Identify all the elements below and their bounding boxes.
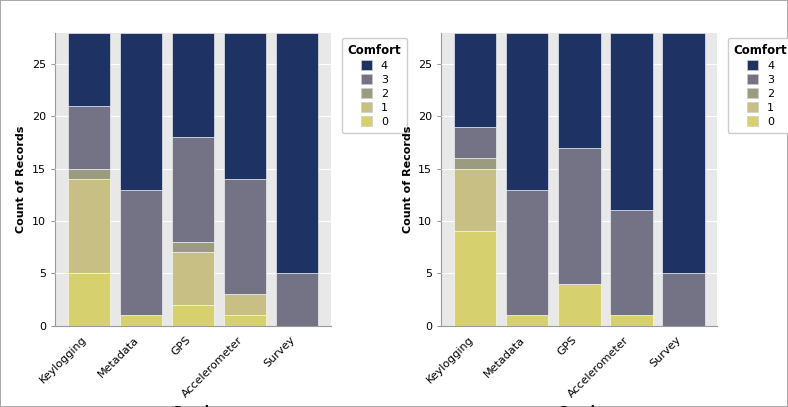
Bar	[454, 33, 496, 127]
Bar	[172, 242, 214, 252]
Bar	[68, 168, 110, 179]
Bar	[662, 33, 704, 273]
Legend: 4, 3, 2, 1, 0: 4, 3, 2, 1, 0	[342, 38, 407, 133]
X-axis label: Graph: Graph	[172, 405, 214, 407]
Y-axis label: Count of Records: Count of Records	[403, 125, 413, 233]
Bar	[506, 33, 548, 190]
Bar	[120, 190, 162, 315]
Bar	[224, 315, 266, 326]
Bar	[276, 273, 318, 326]
Bar	[610, 315, 652, 326]
Bar	[68, 33, 110, 106]
Bar	[558, 148, 600, 284]
Bar	[120, 33, 162, 190]
Bar	[224, 179, 266, 294]
Bar	[454, 168, 496, 232]
Y-axis label: Count of Records: Count of Records	[17, 125, 27, 233]
Bar	[276, 33, 318, 273]
X-axis label: Graph: Graph	[558, 405, 600, 407]
Bar	[172, 305, 214, 326]
Bar	[454, 232, 496, 326]
Bar	[454, 127, 496, 158]
Bar	[224, 33, 266, 179]
Bar	[662, 273, 704, 326]
Bar	[172, 33, 214, 137]
Bar	[172, 252, 214, 305]
Bar	[224, 294, 266, 315]
Bar	[68, 179, 110, 273]
Bar	[68, 106, 110, 168]
Bar	[506, 315, 548, 326]
Bar	[610, 33, 652, 210]
Bar	[120, 315, 162, 326]
Bar	[454, 158, 496, 168]
Bar	[172, 137, 214, 242]
Legend: 4, 3, 2, 1, 0: 4, 3, 2, 1, 0	[728, 38, 788, 133]
Bar	[558, 33, 600, 148]
Bar	[68, 273, 110, 326]
Bar	[506, 190, 548, 315]
Bar	[610, 210, 652, 315]
Bar	[558, 284, 600, 326]
